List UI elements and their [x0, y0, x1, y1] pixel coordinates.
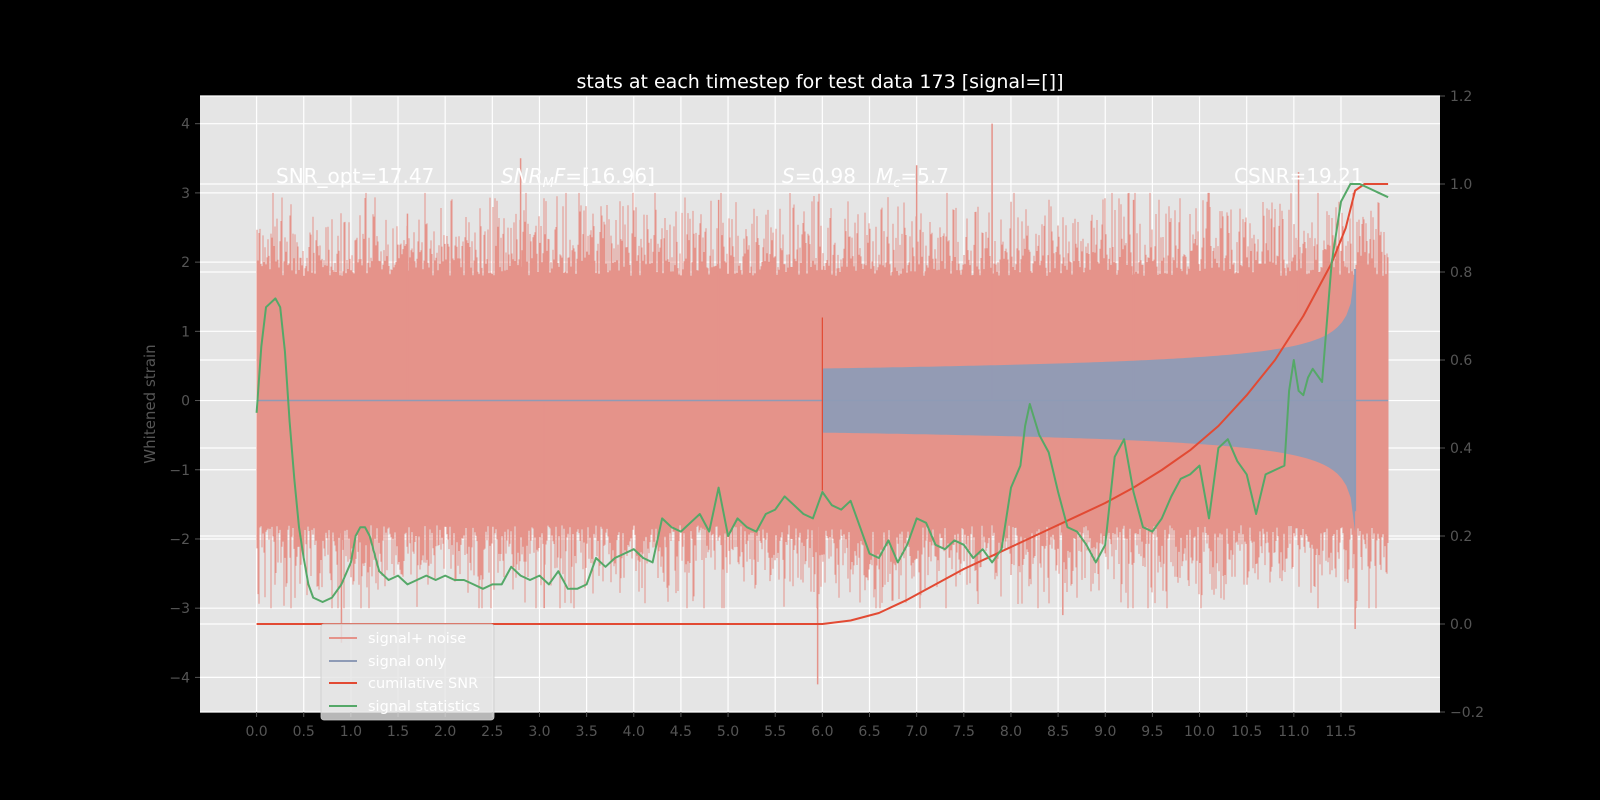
y2-tick-label: 0.0	[1450, 617, 1472, 633]
y-tick-label: 4	[181, 117, 190, 133]
x-tick-label: 11.5	[1325, 724, 1356, 740]
series-signal-statistics	[255, 183, 1389, 603]
x-tick-label: 9.5	[1141, 724, 1163, 740]
x-tick-label: 7.0	[906, 724, 928, 740]
y2-tick-label: 0.2	[1450, 529, 1472, 545]
annotation-mc-main: M	[876, 164, 893, 188]
y2-tick-label: 1.2	[1450, 89, 1472, 105]
legend-label-signal: signal only	[368, 654, 447, 670]
series-cumulative-snr	[256, 183, 1389, 625]
y-tick-label: −2	[169, 532, 190, 548]
x-tick-label: 0.5	[293, 724, 315, 740]
x-tick-label: 6.0	[811, 724, 833, 740]
legend-label-noise: signal+ noise	[368, 631, 466, 647]
x-tick-label: 3.5	[575, 724, 597, 740]
annotation-snr-mf-f: F	[554, 164, 566, 188]
x-tick-label: 7.5	[953, 724, 975, 740]
x-axis: 0.0 0.5 1.0 1.5 2.0 2.5 3.0 3.5 4.0 4.5 5.0 5.5 6.0 6…	[245, 712, 1357, 740]
stat-line	[255, 183, 1389, 603]
x-tick-label: 10.0	[1184, 724, 1215, 740]
y-tick-label: −4	[169, 670, 190, 686]
x-tick-label: 2.0	[434, 724, 456, 740]
legend-label-stat: signal statistics	[368, 699, 480, 715]
legend-box	[320, 623, 495, 721]
annotation-s-main: S	[782, 164, 795, 188]
annotation-snr-mf-rest: =[16.96]	[565, 164, 655, 188]
annotation-snr-mf-main: SNR	[501, 164, 543, 188]
y-tick-label: 3	[181, 186, 190, 202]
annotation-mc: Mc=5.7	[876, 164, 949, 191]
annotation-mc-sub: c	[893, 176, 900, 191]
y2-tick-label: 0.8	[1450, 265, 1472, 281]
x-tick-label: 4.5	[670, 724, 692, 740]
annotation-mc-rest: =5.7	[900, 164, 949, 188]
annotation-csnr: CSNR=19.21	[1234, 164, 1364, 188]
y-tick-label: 0	[181, 394, 190, 410]
y2-tick-label: 0.4	[1450, 441, 1472, 457]
x-tick-label: 2.5	[481, 724, 503, 740]
x-tick-label: 1.5	[387, 724, 409, 740]
x-tick-label: 1.0	[340, 724, 362, 740]
y-axis-left: −4 −3 −2 −1 0 1 2 3 4	[169, 117, 200, 686]
y-axis-label: Whitened strain	[141, 344, 159, 463]
x-tick-label: 3.0	[528, 724, 550, 740]
x-tick-label: 11.0	[1278, 724, 1309, 740]
x-tick-label: 5.0	[717, 724, 739, 740]
y2-tick-label: −0.2	[1450, 705, 1484, 721]
x-tick-label: 6.5	[858, 724, 880, 740]
y-axis-right: −0.2 0.0 0.2 0.4 0.6 0.8 1.0 1.2	[1440, 89, 1484, 721]
annotation-s-rest: =0.98	[795, 164, 856, 188]
x-tick-label: 9.0	[1094, 724, 1116, 740]
chart-title: stats at each timestep for test data 173…	[576, 71, 1063, 93]
x-tick-label: 8.5	[1047, 724, 1069, 740]
x-tick-label: 0.0	[245, 724, 267, 740]
x-tick-label: 8.0	[1000, 724, 1022, 740]
y2-tick-label: 1.0	[1450, 177, 1472, 193]
y-tick-label: 1	[181, 324, 190, 340]
x-tick-label: 5.5	[764, 724, 786, 740]
legend-label-csnr: cumilative SNR	[368, 676, 478, 692]
y-tick-label: −3	[169, 601, 190, 617]
y-tick-label: 2	[181, 255, 190, 271]
series-signal-only	[256, 269, 1389, 532]
annotation-s: S=0.98	[782, 164, 856, 188]
csnr-line	[256, 183, 1389, 625]
y2-tick-label: 0.6	[1450, 353, 1472, 369]
x-tick-label: 10.5	[1231, 724, 1262, 740]
y-tick-label: −1	[169, 463, 190, 479]
legend: signal+ noise signal only cumilative SNR…	[320, 623, 495, 721]
annotation-snr-mf-sub: M	[543, 176, 554, 191]
x-tick-label: 4.0	[623, 724, 645, 740]
annotation-snr-mf: SNRMF=[16.96]	[501, 164, 655, 191]
annotation-snr-opt: SNR_opt=17.47	[276, 164, 434, 188]
